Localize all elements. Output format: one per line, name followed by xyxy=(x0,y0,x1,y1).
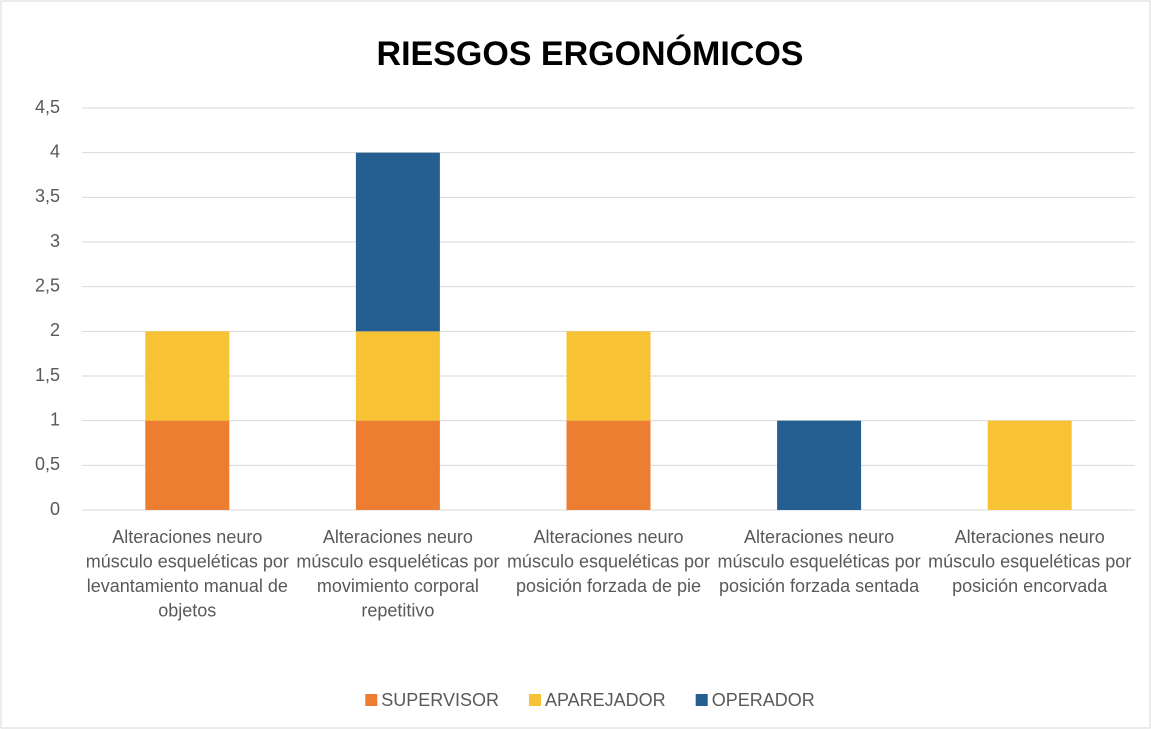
y-tick-label: 1 xyxy=(50,409,60,429)
legend-swatch xyxy=(365,694,378,706)
x-tick-label: Alteraciones neuro músculo esqueléticas p… xyxy=(928,527,1131,596)
y-tick-label: 2 xyxy=(50,320,60,340)
y-tick-label: 0,5 xyxy=(35,454,60,474)
y-tick-label: 0 xyxy=(50,499,60,519)
bar-segment xyxy=(777,420,862,510)
legend-label: OPERADOR xyxy=(712,690,815,710)
bar-segment xyxy=(355,420,440,510)
bar-segment xyxy=(987,420,1072,510)
y-tick-label: 1,5 xyxy=(35,365,60,385)
bar-segment xyxy=(566,420,651,510)
x-tick-label: Alteraciones neuro músculo esqueléticas p… xyxy=(86,527,289,621)
y-tick-label: 2,5 xyxy=(35,275,60,295)
x-tick-label: Alteraciones neuro músculo esqueléticas p… xyxy=(507,527,710,596)
bar-segment xyxy=(355,152,440,332)
bar-segment xyxy=(355,331,440,421)
x-tick-label: Alteraciones neuro músculo esqueléticas p… xyxy=(718,527,921,596)
bar-segment xyxy=(145,420,230,510)
legend-swatch xyxy=(695,694,708,706)
y-tick-label: 3 xyxy=(50,231,60,251)
bar-segment xyxy=(145,331,230,421)
legend-label: APAREJADOR xyxy=(545,690,666,710)
x-tick-label: Alteraciones neuro músculo esqueléticas p… xyxy=(296,527,499,621)
legend-swatch xyxy=(528,694,541,706)
y-tick-label: 3,5 xyxy=(35,186,60,206)
chart-title: RIESGOS ERGONÓMICOS xyxy=(377,35,804,73)
bar-segment xyxy=(566,331,651,421)
y-tick-label: 4 xyxy=(50,141,60,161)
legend: SUPERVISOR APAREJADOR OPERADOR xyxy=(365,690,815,710)
legend-label: SUPERVISOR xyxy=(381,690,499,710)
y-tick-label: 4,5 xyxy=(35,97,60,117)
